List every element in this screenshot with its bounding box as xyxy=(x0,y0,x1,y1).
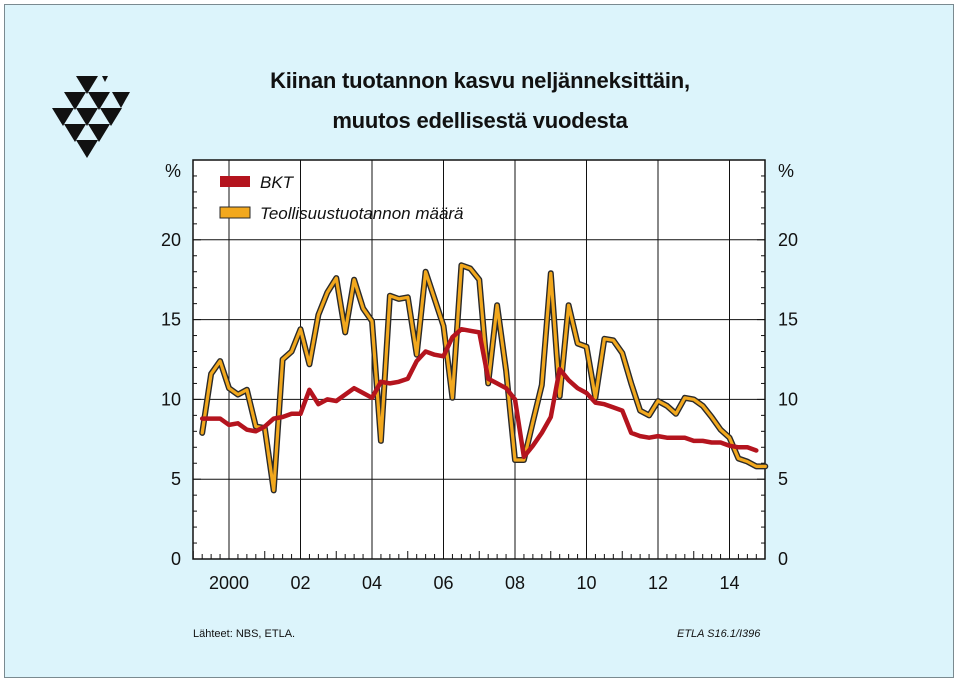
plot-area xyxy=(192,159,766,560)
y-tick-label-right: 10 xyxy=(778,389,798,409)
y-tick-label-left: 15 xyxy=(161,310,181,330)
y-tick-label-left: 0 xyxy=(171,549,181,569)
x-tick-label: 02 xyxy=(290,573,310,593)
grid-lines xyxy=(193,159,765,559)
figure-code: ETLA S16.1/I396 xyxy=(677,628,761,640)
y-tick-label-right: 20 xyxy=(778,230,798,250)
data-lines xyxy=(199,262,769,494)
etla-logo-icon xyxy=(52,76,130,158)
x-tick-label: 12 xyxy=(648,573,668,593)
chart-title-line-2: muutos edellisestä vuodesta xyxy=(332,108,628,133)
y-tick-label-right: 5 xyxy=(778,469,788,489)
y-tick-label-left: 10 xyxy=(161,389,181,409)
legend-swatch-industry xyxy=(219,206,251,219)
x-tick-label: 2000 xyxy=(209,573,249,593)
y-unit-label-right: % xyxy=(778,161,794,181)
x-tick-label: 10 xyxy=(576,573,596,593)
x-tick-label: 14 xyxy=(719,573,739,593)
y-tick-label-left: 20 xyxy=(161,230,181,250)
axis-ticks xyxy=(192,159,765,560)
x-tick-label: 06 xyxy=(433,573,453,593)
y-tick-label-right: 0 xyxy=(778,549,788,569)
y-unit-label-left: % xyxy=(165,161,181,181)
chart-title-line-1: Kiinan tuotannon kasvu neljänneksittäin, xyxy=(270,68,690,93)
x-tick-label: 04 xyxy=(362,573,382,593)
legend-swatch-bkt xyxy=(220,176,250,187)
source-text: Lähteet: NBS, ETLA. xyxy=(193,628,296,640)
x-tick-label: 08 xyxy=(505,573,525,593)
legend-label-industry: Teollisuustuotannon määrä xyxy=(260,204,464,223)
industry-line xyxy=(200,263,767,492)
bkt-line xyxy=(199,326,759,460)
axis-labels: 0 0 5 5 10 10 15 15 20 20% % 2000 02 04 06 08 10 12 14 xyxy=(161,161,798,593)
y-tick-label-left: 5 xyxy=(171,469,181,489)
legend: BKT Teollisuustuotannon määrä xyxy=(219,173,464,223)
legend-label-bkt: BKT xyxy=(260,173,295,192)
y-tick-label-right: 15 xyxy=(778,310,798,330)
